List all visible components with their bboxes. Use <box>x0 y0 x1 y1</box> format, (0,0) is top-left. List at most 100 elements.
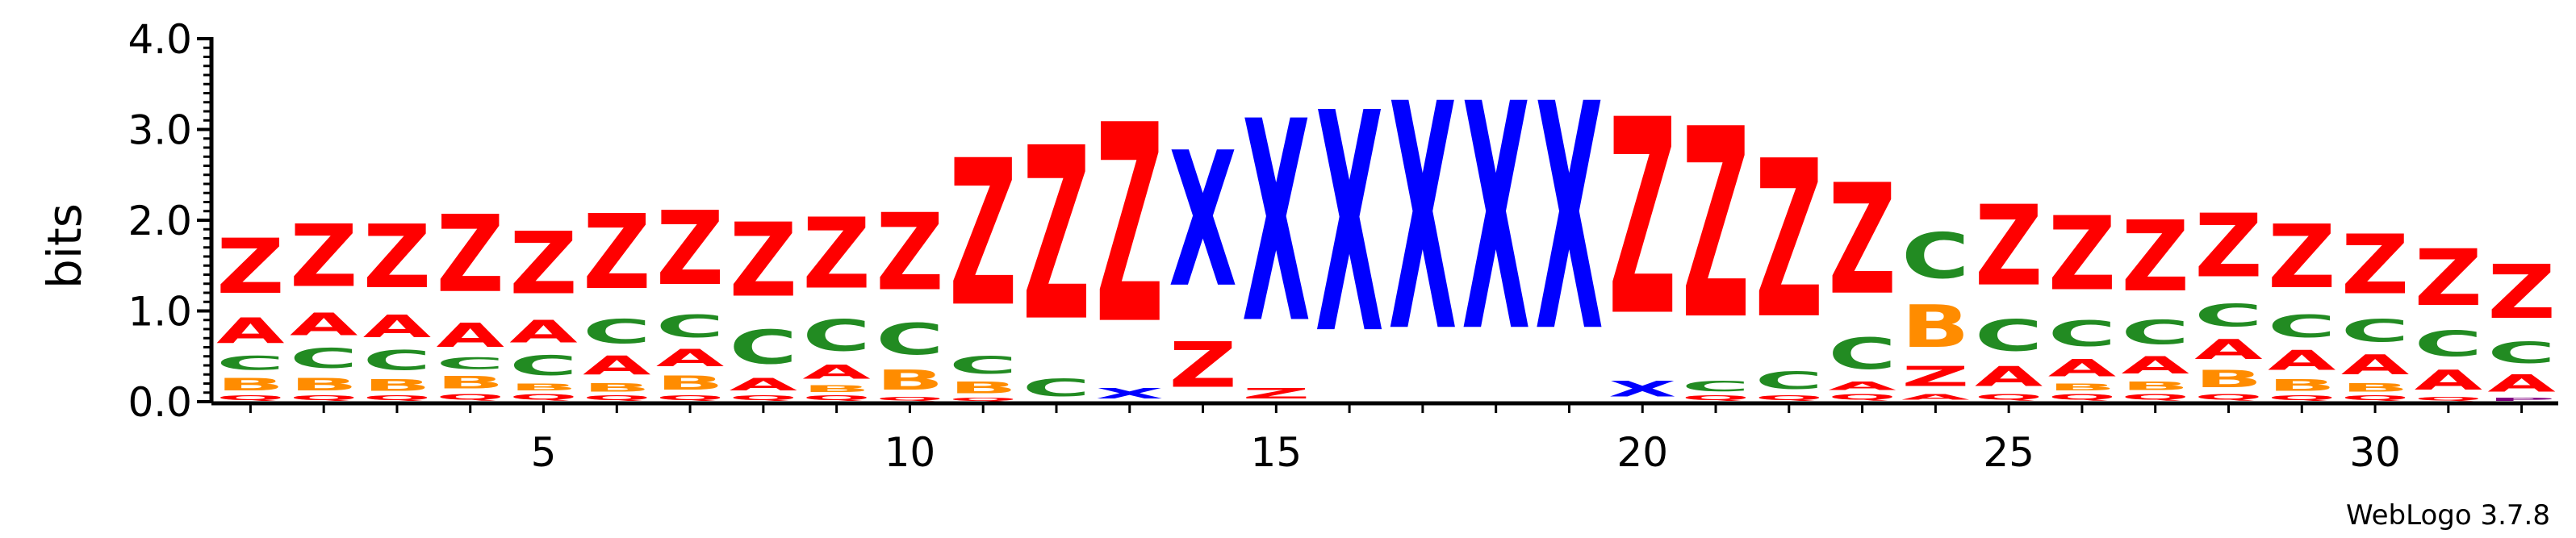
logo-letter-c-pos-21: C <box>1682 378 1750 394</box>
logo-letter-c-pos-2: C <box>290 343 358 374</box>
logo-letter-c-pos-12: C <box>1022 374 1090 402</box>
logo-letter-z-pos-25: Z <box>1975 181 2043 311</box>
x-tick-label: 15 <box>1251 429 1303 476</box>
logo-letter-c-pos-27: C <box>2121 314 2189 352</box>
x-tick-label: 25 <box>1983 429 2034 476</box>
logo-letter-q-pos-8: Q <box>730 394 797 402</box>
logo-letter-c-pos-28: C <box>2194 298 2262 334</box>
y-tick-label: 1.0 <box>128 289 192 336</box>
logo-letter-q-pos-27: Q <box>2121 393 2189 402</box>
logo-letter-z-pos-23: Z <box>1828 152 1896 328</box>
logo-letter-a-pos-24: A <box>1901 393 1970 402</box>
logo-letter-a-pos-30: A <box>2341 349 2410 381</box>
logo-letter-q-pos-11: Q <box>949 397 1017 402</box>
y-tick-label: 0.0 <box>128 379 192 426</box>
logo-letter-b-pos-28: B <box>2194 365 2262 393</box>
logo-letter-c-pos-11: C <box>949 352 1017 379</box>
logo-letter-c-pos-1: C <box>216 352 284 374</box>
logo-letter-a-pos-4: A <box>437 317 505 355</box>
logo-letter-z-pos-7: Z <box>656 190 724 308</box>
x-tick-label: 5 <box>531 429 557 476</box>
logo-letter-a-pos-23: A <box>1828 379 1896 393</box>
y-axis-title: bits <box>37 203 92 289</box>
logo-letter-a-pos-7: A <box>656 344 725 372</box>
logo-letter-a-pos-25: A <box>1975 361 2043 393</box>
logo-letter-z-pos-31: Z <box>2415 234 2482 324</box>
logo-letter-b-pos-30: B <box>2341 381 2409 394</box>
logo-letter-q-pos-26: Q <box>2048 393 2116 402</box>
logo-letter-c-pos-6: C <box>583 313 650 351</box>
logo-letter-b-pos-10: B <box>876 365 943 396</box>
logo-letter-b-pos-29: B <box>2268 376 2336 394</box>
x-tick-label: 10 <box>884 429 936 476</box>
logo-letter-z-pos-29: Z <box>2268 207 2336 308</box>
logo-letter-c-pos-25: C <box>1975 311 2043 361</box>
logo-letter-z-pos-9: Z <box>802 198 870 311</box>
logo-letter-z-pos-6: Z <box>583 193 650 312</box>
logo-letter-q-pos-7: Q <box>656 394 724 402</box>
logo-letter-c-pos-26: C <box>2048 314 2116 355</box>
logo-letter-z-pos-30: Z <box>2341 218 2409 313</box>
logo-letter-b-pos-7: B <box>656 372 724 394</box>
logo-letter-z-pos-8: Z <box>730 202 797 319</box>
logo-letter-q-pos-6: Q <box>583 394 650 402</box>
logo-stacks: QBCAZQBCAZQBCAZQBCAZQBCAZQBACZQBACZQACZQ… <box>216 37 2556 402</box>
logo-letter-c-pos-32: C <box>2487 336 2555 370</box>
logo-letter-q-pos-9: Q <box>802 394 870 402</box>
logo-letter-q-pos-28: Q <box>2194 393 2262 402</box>
logo-letter-b-pos-3: B <box>363 376 431 394</box>
logo-letter-z-pos-27: Z <box>2121 200 2189 313</box>
logo-letter-q-pos-22: Q <box>1755 394 1823 402</box>
logo-letter-z-pos-13: Z <box>1096 66 1164 384</box>
software-label: WebLogo 3.7.8 <box>2346 499 2550 532</box>
logo-letter-q-pos-23: Q <box>1828 393 1896 402</box>
logo-letter-q-pos-1: Q <box>216 394 284 402</box>
logo-letter-z-pos-14: Z <box>1169 329 1236 402</box>
logo-letter-a-pos-31: A <box>2415 365 2483 396</box>
logo-letter-x-pos-13: X <box>1096 386 1164 402</box>
logo-letter-q-pos-3: Q <box>363 394 431 402</box>
logo-letter-x-pos-20: X <box>1608 376 1676 402</box>
logo-letter-z-pos-4: Z <box>437 194 504 316</box>
logo-letter-q-pos-21: Q <box>1682 394 1750 402</box>
logo-letter-z-pos-10: Z <box>876 192 943 315</box>
y-tick-label: 2.0 <box>128 198 192 244</box>
logo-letter-b-pos-26: B <box>2048 382 2116 393</box>
logo-letter-x-pos-14: X <box>1169 114 1236 329</box>
x-tick-label: 30 <box>2349 429 2401 476</box>
logo-letter-z-pos-3: Z <box>363 207 431 308</box>
logo-letter-b-pos-24: B <box>1901 293 1969 361</box>
y-tick-label: 4.0 <box>128 16 192 63</box>
logo-letter-a-pos-2: A <box>290 307 358 343</box>
logo-letter-b-pos-6: B <box>583 381 650 394</box>
logo-letter-a-pos-1: A <box>216 311 284 352</box>
logo-letter-q-pos-10: Q <box>876 396 943 402</box>
logo-letter-q-pos-25: Q <box>1975 393 2043 402</box>
logo-letter-c-pos-9: C <box>802 311 870 361</box>
logo-letter-c-pos-10: C <box>876 315 943 365</box>
logo-letter-c-pos-31: C <box>2415 323 2482 365</box>
logo-letter-c-pos-29: C <box>2268 308 2336 344</box>
axes: 0.0 1.0 2.0 3.0 4.0 5 10 15 20 25 30 <box>128 16 2558 476</box>
y-tick-label: 3.0 <box>128 107 192 154</box>
logo-letter-a-pos-5: A <box>509 314 577 350</box>
logo-letter-b-pos-9: B <box>802 383 870 394</box>
logo-letter-q-pos-4: Q <box>437 393 504 402</box>
logo-letter-z-pos-22: Z <box>1755 115 1823 367</box>
logo-letter-q-pos-31: Q <box>2415 396 2482 402</box>
logo-letter-a-pos-9: A <box>802 361 870 383</box>
logo-letter-a-pos-8: A <box>730 374 798 394</box>
logo-letter-q-pos-30: Q <box>2341 394 2409 402</box>
logo-letter-a-pos-27: A <box>2121 352 2189 379</box>
logo-letter-x-pos-17: X <box>1389 37 1457 400</box>
logo-letter-c-pos-30: C <box>2341 313 2409 349</box>
logo-letter-z-pos-21: Z <box>1682 74 1750 378</box>
logo-letter-x-pos-19: X <box>1535 37 1603 400</box>
logo-letter-a-pos-32: A <box>2487 370 2556 398</box>
logo-letter-p-pos-32: P <box>2487 397 2555 402</box>
logo-letter-x-pos-18: X <box>1462 37 1529 400</box>
logo-letter-b-pos-27: B <box>2121 379 2189 393</box>
logo-letter-z-pos-2: Z <box>290 207 358 307</box>
logo-letter-z-pos-1: Z <box>216 223 284 311</box>
